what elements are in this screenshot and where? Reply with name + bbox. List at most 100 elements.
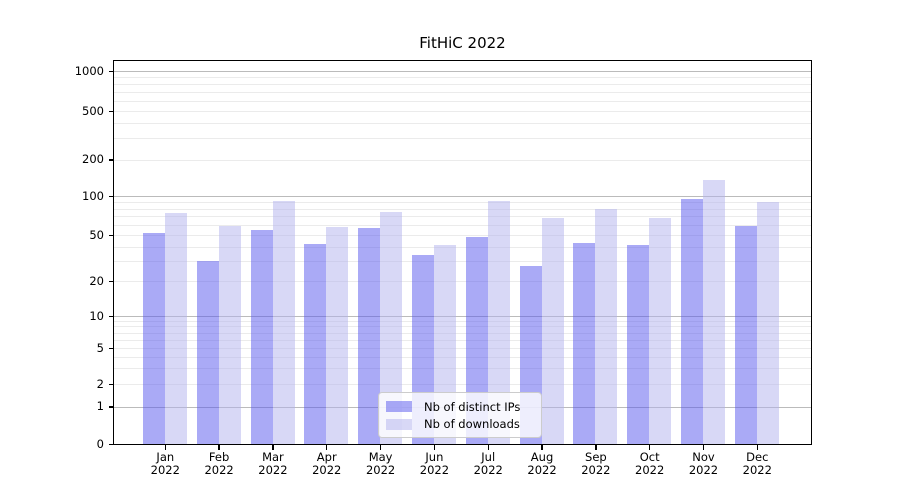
minor-gridline — [114, 100, 811, 102]
y-tick — [108, 159, 113, 161]
minor-gridline — [114, 208, 811, 210]
y-tick-label: 100 — [82, 188, 104, 203]
bar-distinct-ips-mar — [250, 230, 273, 445]
legend: Nb of distinct IPs Nb of downloads — [378, 392, 542, 438]
y-tick-label: 1 — [96, 399, 104, 414]
minor-gridline — [114, 84, 811, 86]
major-gridline — [114, 71, 811, 73]
bar-downloads-aug — [541, 217, 564, 445]
legend-item-downloads: Nb of downloads — [386, 416, 533, 434]
bar-downloads-dec — [756, 201, 779, 445]
legend-swatch-downloads — [386, 418, 412, 430]
bar-distinct-ips-dec — [734, 225, 757, 445]
x-tick-label-jun: Jun 2022 — [419, 449, 450, 477]
minor-gridline — [114, 367, 811, 369]
x-tick-label-feb: Feb 2022 — [204, 449, 234, 477]
bar-downloads-sep — [595, 208, 618, 445]
chart-title: FitHiC 2022 — [419, 34, 506, 52]
bar-downloads-nov — [703, 179, 726, 445]
x-tick — [326, 445, 328, 451]
y-tick — [108, 281, 113, 283]
x-tick — [487, 445, 489, 451]
bar-downloads-oct — [649, 217, 672, 445]
y-tick — [108, 383, 113, 385]
bar-distinct-ips-feb — [196, 260, 219, 445]
minor-gridline — [114, 383, 811, 385]
minor-gridline — [114, 321, 811, 323]
x-tick-label-nov: Nov 2022 — [688, 449, 719, 477]
y-tick-label: 0 — [96, 436, 104, 451]
legend-label-distinct-ips: Nb of distinct IPs — [424, 399, 521, 414]
y-tick-label: 200 — [82, 152, 104, 167]
minor-gridline — [114, 339, 811, 341]
x-tick-label-may: May 2022 — [365, 449, 396, 477]
x-tick — [379, 445, 382, 451]
bar-distinct-ips-apr — [304, 244, 327, 445]
minor-gridline — [114, 326, 811, 328]
x-tick — [218, 445, 220, 451]
y-tick-label: 20 — [89, 273, 104, 288]
y-tick-label: 10 — [89, 308, 104, 323]
minor-gridline — [114, 356, 811, 358]
major-gridline — [114, 196, 811, 198]
y-tick — [108, 111, 113, 113]
y-tick-label: 5 — [96, 340, 104, 355]
minor-gridline — [114, 332, 811, 334]
x-tick-label-oct: Oct 2022 — [635, 449, 665, 477]
x-tick-label-mar: Mar 2022 — [258, 449, 288, 477]
bar-distinct-ips-nov — [681, 199, 704, 445]
minor-gridline — [114, 159, 811, 161]
x-tick — [272, 445, 274, 451]
x-tick — [433, 445, 436, 451]
x-tick-label-jan: Jan 2022 — [150, 449, 180, 477]
bar-distinct-ips-sep — [573, 243, 596, 445]
y-tick — [108, 443, 113, 446]
x-tick-label-sep: Sep 2022 — [581, 449, 611, 477]
x-tick — [756, 445, 758, 451]
x-tick — [164, 445, 166, 451]
minor-gridline — [114, 202, 811, 204]
bar-downloads-jan — [164, 213, 187, 445]
minor-gridline — [114, 123, 811, 125]
bar-downloads-mar — [272, 200, 295, 445]
minor-gridline — [114, 281, 811, 283]
legend-swatch-distinct-ips — [386, 401, 412, 413]
y-tick — [108, 196, 113, 198]
minor-gridline — [114, 77, 811, 79]
x-tick — [648, 445, 651, 451]
y-tick — [108, 71, 113, 73]
major-gridline — [114, 316, 811, 318]
x-tick-label-aug: Aug 2022 — [527, 449, 557, 477]
x-tick-label-dec: Dec 2022 — [742, 449, 772, 477]
x-tick-label-apr: Apr 2022 — [312, 449, 342, 477]
legend-item-distinct-ips: Nb of distinct IPs — [386, 398, 533, 416]
minor-gridline — [114, 347, 811, 349]
minor-gridline — [114, 216, 811, 218]
minor-gridline — [114, 260, 811, 262]
bar-distinct-ips-oct — [627, 245, 650, 445]
x-tick — [702, 445, 705, 451]
y-tick-label: 500 — [82, 103, 104, 118]
x-tick — [541, 445, 543, 451]
minor-gridline — [114, 111, 811, 113]
bar-distinct-ips-may — [358, 228, 381, 445]
bar-downloads-jul — [487, 200, 510, 445]
x-tick — [595, 445, 597, 451]
x-tick-label-jul: Jul 2022 — [473, 449, 503, 477]
y-tick — [108, 235, 113, 237]
plot-area — [113, 60, 812, 445]
bar-downloads-apr — [326, 227, 349, 445]
y-tick — [108, 406, 113, 408]
minor-gridline — [114, 91, 811, 93]
y-tick-label: 50 — [89, 227, 104, 242]
bar-distinct-ips-jan — [142, 233, 165, 445]
minor-gridline — [114, 138, 811, 140]
bar-downloads-may — [380, 212, 403, 445]
y-tick — [108, 347, 113, 349]
minor-gridline — [114, 235, 811, 237]
legend-label-downloads: Nb of downloads — [424, 417, 520, 432]
y-tick-label: 2 — [96, 376, 104, 391]
minor-gridline — [114, 246, 811, 248]
y-tick — [108, 316, 113, 318]
